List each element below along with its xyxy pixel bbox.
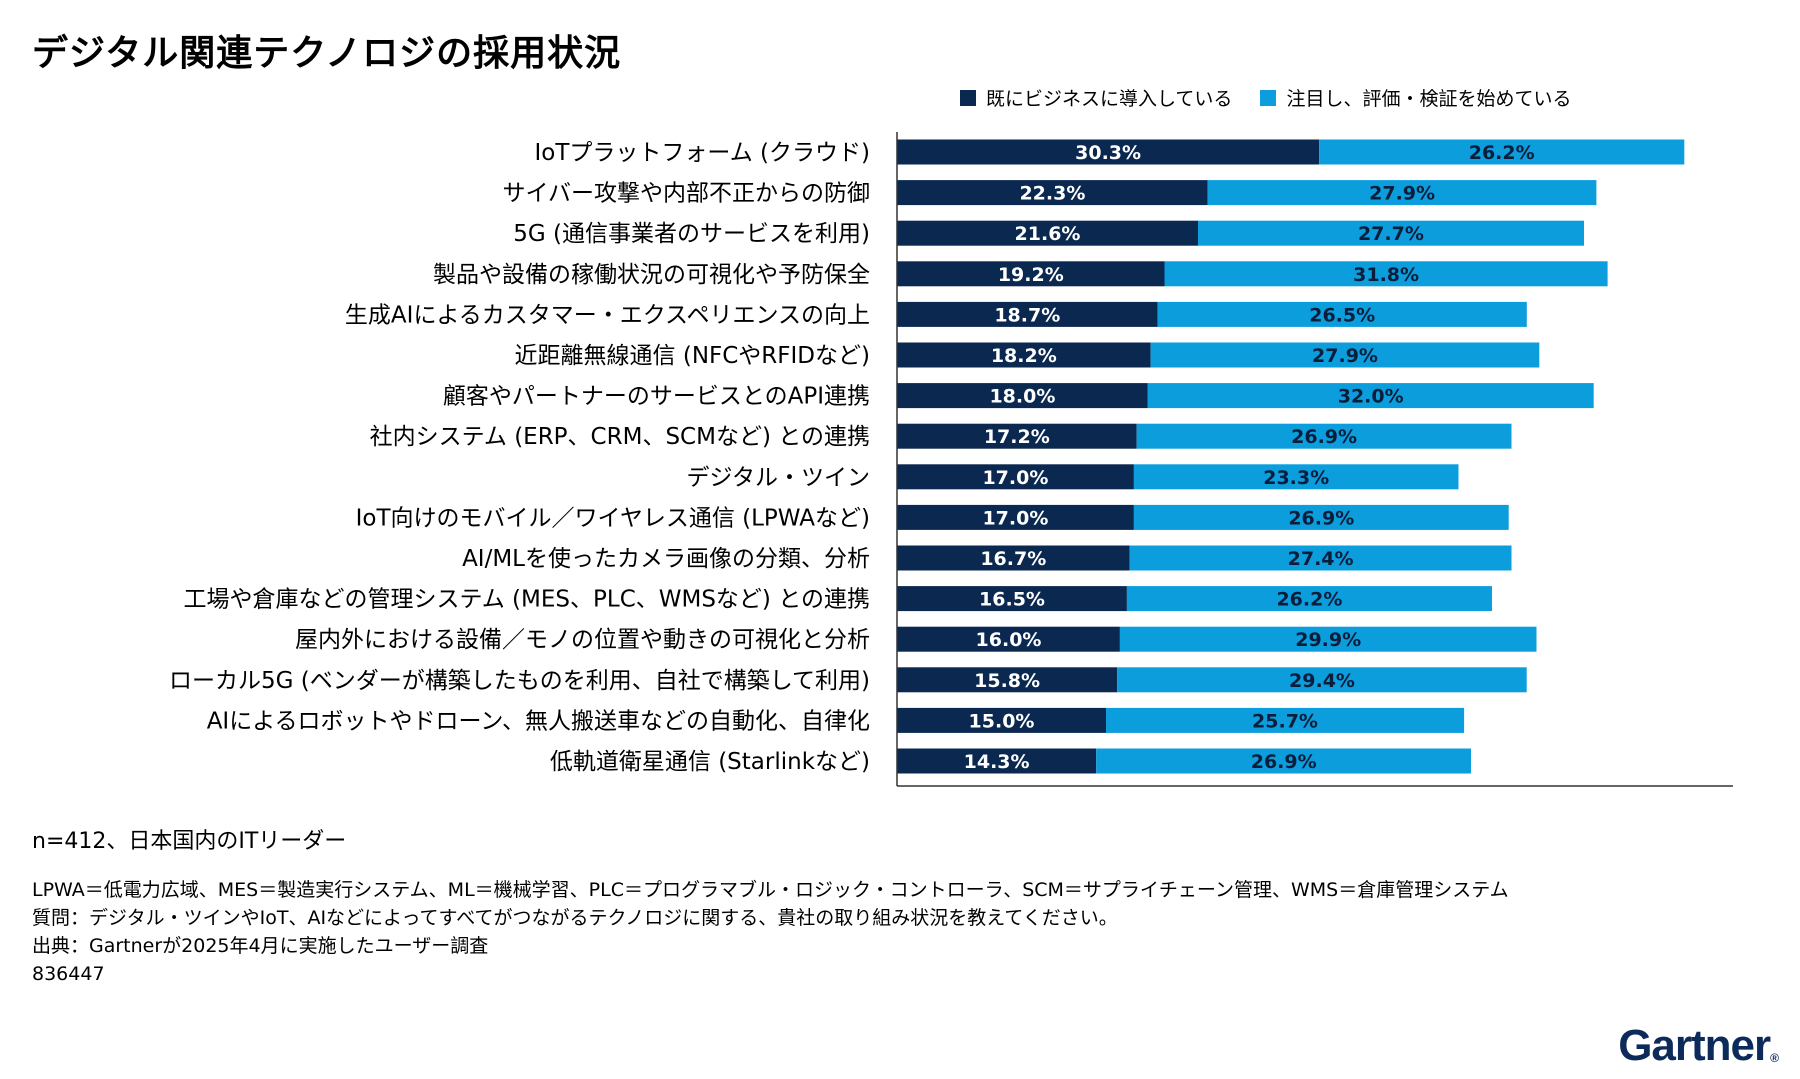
data-label-adopted: 17.2% — [984, 426, 1050, 448]
bar-evaluating — [1096, 748, 1471, 774]
data-label-adopted: 15.8% — [974, 670, 1040, 692]
legend-label-adopted: 既にビジネスに導入している — [986, 88, 1233, 110]
category-label: ローカル5G (ベンダーが構築したものを利用、自社で構築して利用) — [169, 668, 870, 694]
category-label: サイバー攻撃や内部不正からの防御 — [502, 181, 870, 207]
data-label-adopted: 21.6% — [1015, 223, 1081, 245]
bar-evaluating — [1133, 504, 1509, 530]
gartner-logo: Gartner® — [1618, 1021, 1779, 1071]
data-label-evaluating: 27.7% — [1358, 223, 1424, 245]
bar-evaluating — [1157, 301, 1527, 327]
category-label: AI/MLを使ったカメラ画像の分類、分析 — [462, 546, 870, 572]
bar-adopted — [897, 748, 1097, 774]
chart-title: デジタル関連テクノロジの採用状況 — [32, 33, 622, 74]
data-label-evaluating: 23.3% — [1263, 467, 1329, 489]
bar-adopted — [897, 423, 1137, 449]
category-label: デジタル・ツイン — [686, 465, 870, 491]
bar-adopted — [897, 586, 1127, 612]
bar-evaluating — [1119, 626, 1537, 652]
category-label: IoTプラットフォーム (クラウド) — [535, 140, 870, 166]
category-label: 工場や倉庫などの管理システム (MES、PLC、WMSなど) との連携 — [183, 587, 870, 613]
data-label-adopted: 14.3% — [964, 751, 1030, 773]
bar-adopted — [897, 504, 1134, 530]
legend-label-evaluating: 注目し、評価・検証を始めている — [1286, 88, 1572, 110]
data-label-evaluating: 27.9% — [1312, 345, 1378, 367]
bar-adopted — [897, 261, 1165, 287]
category-label: 製品や設備の稼働状況の可視化や予防保全 — [433, 262, 870, 288]
data-label-adopted: 16.7% — [980, 548, 1046, 570]
bar-evaluating — [1319, 139, 1685, 165]
bar-adopted — [897, 301, 1158, 327]
legend-item-adopted: 既にビジネスに導入している — [960, 84, 1232, 111]
category-label: 社内システム (ERP、CRM、SCMなど) との連携 — [370, 424, 870, 450]
bar-evaluating — [1164, 261, 1608, 287]
bar-adopted — [897, 180, 1208, 206]
legend-swatch-adopted — [960, 89, 976, 106]
data-label-evaluating: 26.2% — [1276, 589, 1342, 611]
category-label: 低軌道衛星通信 (Starlinkなど) — [550, 749, 870, 775]
data-label-adopted: 16.0% — [976, 629, 1042, 651]
category-label: IoT向けのモバイル／ワイヤレス通信 (LPWAなど) — [356, 505, 870, 531]
data-label-evaluating: 27.9% — [1369, 183, 1435, 205]
bar-adopted — [897, 139, 1320, 165]
logo-mark: ® — [1770, 1051, 1779, 1065]
abbreviations-note: LPWA＝低電力広域、MES＝製造実行システム、ML＝機械学習、PLC＝プログラ… — [32, 879, 1509, 901]
bar-adopted — [897, 707, 1106, 733]
legend-item-evaluating: 注目し、評価・検証を始めている — [1260, 84, 1571, 111]
data-label-adopted: 17.0% — [982, 467, 1048, 489]
document-id: 836447 — [32, 963, 105, 985]
sample-note: n=412、日本国内のITリーダー — [32, 829, 347, 854]
bar-evaluating — [1136, 423, 1512, 449]
footnotes: LPWA＝低電力広域、MES＝製造実行システム、ML＝機械学習、PLC＝プログラ… — [32, 876, 1509, 988]
bar-evaluating — [1198, 220, 1584, 246]
bar-adopted — [897, 667, 1118, 693]
bar-evaluating — [1207, 180, 1597, 206]
data-label-adopted: 22.3% — [1019, 183, 1085, 205]
category-label: 5G (通信事業者のサービスを利用) — [513, 221, 870, 247]
bar-evaluating — [1106, 707, 1465, 733]
data-label-adopted: 30.3% — [1075, 142, 1141, 164]
bar-adopted — [897, 545, 1130, 571]
bar-evaluating — [1129, 545, 1512, 571]
data-label-evaluating: 26.9% — [1291, 426, 1357, 448]
bar-evaluating — [1126, 586, 1492, 612]
data-label-evaluating: 25.7% — [1252, 710, 1318, 732]
legend-swatch-evaluating — [1260, 89, 1277, 106]
data-label-evaluating: 31.8% — [1353, 264, 1419, 286]
data-label-evaluating: 32.0% — [1338, 386, 1404, 408]
data-label-evaluating: 27.4% — [1288, 548, 1354, 570]
data-label-adopted: 16.5% — [979, 589, 1045, 611]
data-label-adopted: 15.0% — [969, 710, 1035, 732]
data-label-evaluating: 29.9% — [1295, 629, 1361, 651]
question-note: 質問：デジタル・ツインやIoT、AIなどによってすべてがつながるテクノロジに関す… — [32, 907, 1118, 929]
category-label: 近距離無線通信 (NFCやRFIDなど) — [515, 343, 870, 369]
bar-adopted — [897, 626, 1120, 652]
bar-chart: IoTプラットフォーム (クラウド) 30.3% 26.2% サイバー攻撃や内部不正か… — [169, 132, 1733, 787]
category-label: 顧客やパートナーのサービスとのAPI連携 — [443, 384, 870, 410]
bar-evaluating — [1147, 383, 1594, 409]
data-label-evaluating: 26.2% — [1469, 142, 1535, 164]
bar-evaluating — [1150, 342, 1540, 368]
bar-adopted — [897, 464, 1134, 490]
legend: 既にビジネスに導入している 注目し、評価・検証を始めている — [960, 84, 1599, 111]
bar-adopted — [897, 220, 1198, 246]
bar-adopted — [897, 383, 1148, 409]
data-label-evaluating: 26.9% — [1288, 507, 1354, 529]
category-label: 屋内外における設備／モノの位置や動きの可視化と分析 — [295, 627, 870, 653]
bar-evaluating — [1133, 464, 1459, 490]
data-label-evaluating: 26.5% — [1309, 304, 1375, 326]
logo-text: Gartner — [1618, 1021, 1771, 1070]
source-note: 出典：Gartnerが2025年4月に実施したユーザー調査 — [32, 935, 489, 957]
data-label-evaluating: 26.9% — [1251, 751, 1317, 773]
bar-adopted — [897, 342, 1151, 368]
bar-evaluating — [1117, 667, 1527, 693]
data-label-adopted: 18.2% — [991, 345, 1057, 367]
data-label-evaluating: 29.4% — [1289, 670, 1355, 692]
category-label: AIによるロボットやドローン、無人搬送車などの自動化、自律化 — [207, 708, 870, 734]
data-label-adopted: 18.0% — [989, 386, 1055, 408]
data-label-adopted: 18.7% — [994, 304, 1060, 326]
data-label-adopted: 17.0% — [982, 507, 1048, 529]
data-label-adopted: 19.2% — [998, 264, 1064, 286]
category-label: 生成AIによるカスタマー・エクスペリエンスの向上 — [345, 302, 870, 328]
